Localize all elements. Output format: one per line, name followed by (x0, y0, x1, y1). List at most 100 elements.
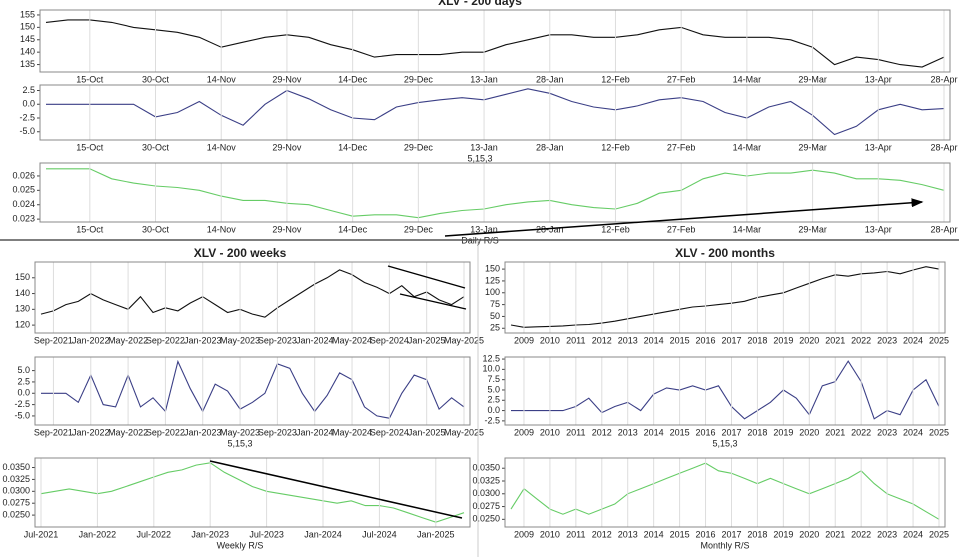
line (40, 269, 465, 318)
x-tick-label: 12-Feb (601, 74, 630, 84)
x-tick-label: 2020 (799, 335, 819, 345)
x-tick-label: 2013 (618, 427, 638, 437)
x-tick-label: 12-Feb (601, 142, 630, 152)
y-tick-label: 140 (20, 47, 35, 57)
x-tick-label: Sep-2024 (370, 335, 409, 345)
x-tick-label: Jan-2023 (184, 427, 222, 437)
x-tick-label: 14-Dec (338, 74, 368, 84)
x-tick-label: 2023 (877, 335, 897, 345)
y-tick-label: 2.5 (487, 395, 500, 405)
y-tick-label: 2.5 (17, 376, 30, 386)
y-tick-label: -2.5 (19, 112, 35, 122)
x-tick-label: 2014 (644, 335, 664, 345)
x-tick-label: 2024 (903, 427, 923, 437)
x-axis-label: Monthly R/S (700, 540, 749, 550)
panel-title: XLV - 200 months (675, 246, 775, 260)
plot-frame (34, 457, 471, 528)
x-tick-label: 2009 (514, 427, 534, 437)
plot-frame (504, 356, 946, 426)
x-tick-label: 2020 (799, 427, 819, 437)
x-tick-label: 14-Dec (338, 224, 368, 234)
x-tick-label: 29-Dec (404, 142, 434, 152)
y-tick-label: 0.0300 (2, 486, 30, 496)
x-axis-label: Weekly R/S (217, 540, 264, 550)
x-tick-label: 2012 (592, 427, 612, 437)
x-tick-label: 28-Jan (536, 74, 564, 84)
x-tick-label: 2014 (644, 427, 664, 437)
x-tick-label: 2021 (825, 529, 845, 539)
x-tick-label: 2022 (851, 335, 871, 345)
x-tick-label: 2018 (747, 335, 767, 345)
y-tick-label: 0.0325 (2, 474, 30, 484)
y-tick-label: 2.5 (22, 85, 35, 95)
x-tick-label: 2021 (825, 335, 845, 345)
x-axis-label: 5,15,3 (467, 153, 492, 163)
x-tick-label: 2011 (566, 427, 585, 437)
x-tick-label: 2016 (696, 529, 716, 539)
plot-frame (39, 9, 951, 73)
x-tick-label: May-2022 (108, 335, 148, 345)
x-tick-label: 2009 (514, 335, 534, 345)
x-tick-label: 29-Mar (798, 142, 827, 152)
x-tick-label: 2022 (851, 427, 871, 437)
x-tick-label: Jul-2022 (137, 529, 172, 539)
y-tick-label: 5.0 (17, 365, 30, 375)
x-tick-label: 2020 (799, 529, 819, 539)
y-tick-label: -2.5 (484, 415, 500, 425)
x-tick-label: Jan-2023 (184, 335, 222, 345)
y-tick-label: 75 (490, 299, 500, 309)
x-tick-label: 29-Nov (272, 74, 302, 84)
x-tick-label: Jul-2024 (362, 529, 397, 539)
x-tick-label: 2017 (721, 427, 741, 437)
x-tick-label: 2010 (540, 529, 560, 539)
y-tick-label: 150 (20, 22, 35, 32)
y-tick-label: 0.0275 (2, 498, 30, 508)
x-tick-label: May-2024 (332, 427, 372, 437)
y-tick-label: 0.025 (12, 185, 35, 195)
x-tick-label: Jul-2023 (249, 529, 284, 539)
x-tick-label: 27-Feb (667, 142, 696, 152)
x-tick-label: 2025 (929, 335, 949, 345)
x-tick-label: May-2023 (220, 335, 260, 345)
x-tick-label: 28-Apr (930, 74, 957, 84)
x-tick-label: 2024 (903, 335, 923, 345)
y-tick-label: 0.024 (12, 199, 35, 209)
x-tick-label: 2017 (721, 529, 741, 539)
x-tick-label: 27-Feb (667, 224, 696, 234)
line (510, 462, 940, 520)
y-tick-label: 0.0325 (472, 475, 500, 485)
x-tick-label: 2018 (747, 427, 767, 437)
y-tick-label: -5.0 (14, 410, 30, 420)
y-tick-label: 12.5 (482, 353, 500, 363)
y-tick-label: -2.5 (14, 399, 30, 409)
x-tick-label: Jan-2022 (72, 335, 110, 345)
y-tick-label: 0.0 (22, 99, 35, 109)
x-tick-label: 2017 (721, 335, 741, 345)
x-tick-label: 2023 (877, 427, 897, 437)
x-tick-label: 2015 (670, 427, 690, 437)
x-tick-label: May-2024 (332, 335, 372, 345)
line (40, 462, 465, 523)
x-tick-label: 14-Mar (733, 224, 762, 234)
line (45, 19, 945, 68)
x-tick-label: Sep-2021 (34, 427, 73, 437)
x-tick-label: Jan-2022 (79, 529, 117, 539)
y-tick-label: -5.0 (19, 126, 35, 136)
y-tick-label: 0.0 (17, 388, 30, 398)
y-tick-label: 150 (15, 272, 30, 282)
plot-frame (34, 356, 471, 426)
x-tick-label: Sep-2021 (34, 335, 73, 345)
x-tick-label: 15-Oct (76, 142, 104, 152)
x-tick-label: Sep-2024 (370, 427, 409, 437)
plot-frame (39, 84, 951, 141)
x-tick-label: 14-Mar (733, 74, 762, 84)
y-tick-label: 10.0 (482, 364, 500, 374)
x-tick-label: 27-Feb (667, 74, 696, 84)
y-tick-label: 0.0250 (472, 514, 500, 524)
panel-title: XLV - 200 weeks (194, 246, 287, 260)
y-tick-label: 0.0350 (472, 463, 500, 473)
channel-line (399, 293, 467, 310)
y-tick-label: 50 (490, 311, 500, 321)
x-tick-label: 30-Oct (142, 224, 170, 234)
